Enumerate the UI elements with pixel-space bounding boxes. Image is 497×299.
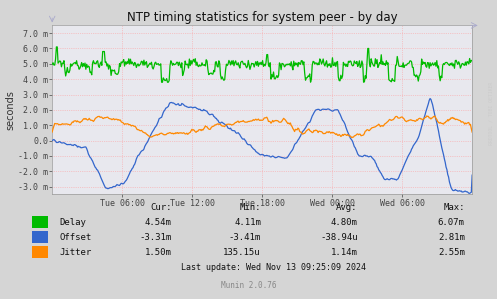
Text: Offset: Offset <box>60 233 92 242</box>
Text: -38.94u: -38.94u <box>320 233 358 242</box>
Text: 4.11m: 4.11m <box>234 218 261 227</box>
Text: Munin 2.0.76: Munin 2.0.76 <box>221 281 276 290</box>
Text: RRDTOOL / TOBI OETIKER: RRDTOOL / TOBI OETIKER <box>489 82 494 145</box>
Text: 2.55m: 2.55m <box>438 248 465 257</box>
Text: -3.31m: -3.31m <box>139 233 171 242</box>
Title: NTP timing statistics for system peer - by day: NTP timing statistics for system peer - … <box>127 11 398 24</box>
Text: 4.54m: 4.54m <box>145 218 171 227</box>
Text: 1.50m: 1.50m <box>145 248 171 257</box>
Text: Delay: Delay <box>60 218 86 227</box>
Text: Cur:: Cur: <box>150 203 171 212</box>
Text: 6.07m: 6.07m <box>438 218 465 227</box>
Y-axis label: seconds: seconds <box>5 90 15 130</box>
Text: 4.80m: 4.80m <box>331 218 358 227</box>
Text: 2.81m: 2.81m <box>438 233 465 242</box>
Text: 1.14m: 1.14m <box>331 248 358 257</box>
Text: Avg:: Avg: <box>336 203 358 212</box>
Text: Jitter: Jitter <box>60 248 92 257</box>
Text: -3.41m: -3.41m <box>229 233 261 242</box>
Text: Min:: Min: <box>240 203 261 212</box>
Text: Last update: Wed Nov 13 09:25:09 2024: Last update: Wed Nov 13 09:25:09 2024 <box>181 263 366 272</box>
Text: 135.15u: 135.15u <box>223 248 261 257</box>
Text: Max:: Max: <box>443 203 465 212</box>
